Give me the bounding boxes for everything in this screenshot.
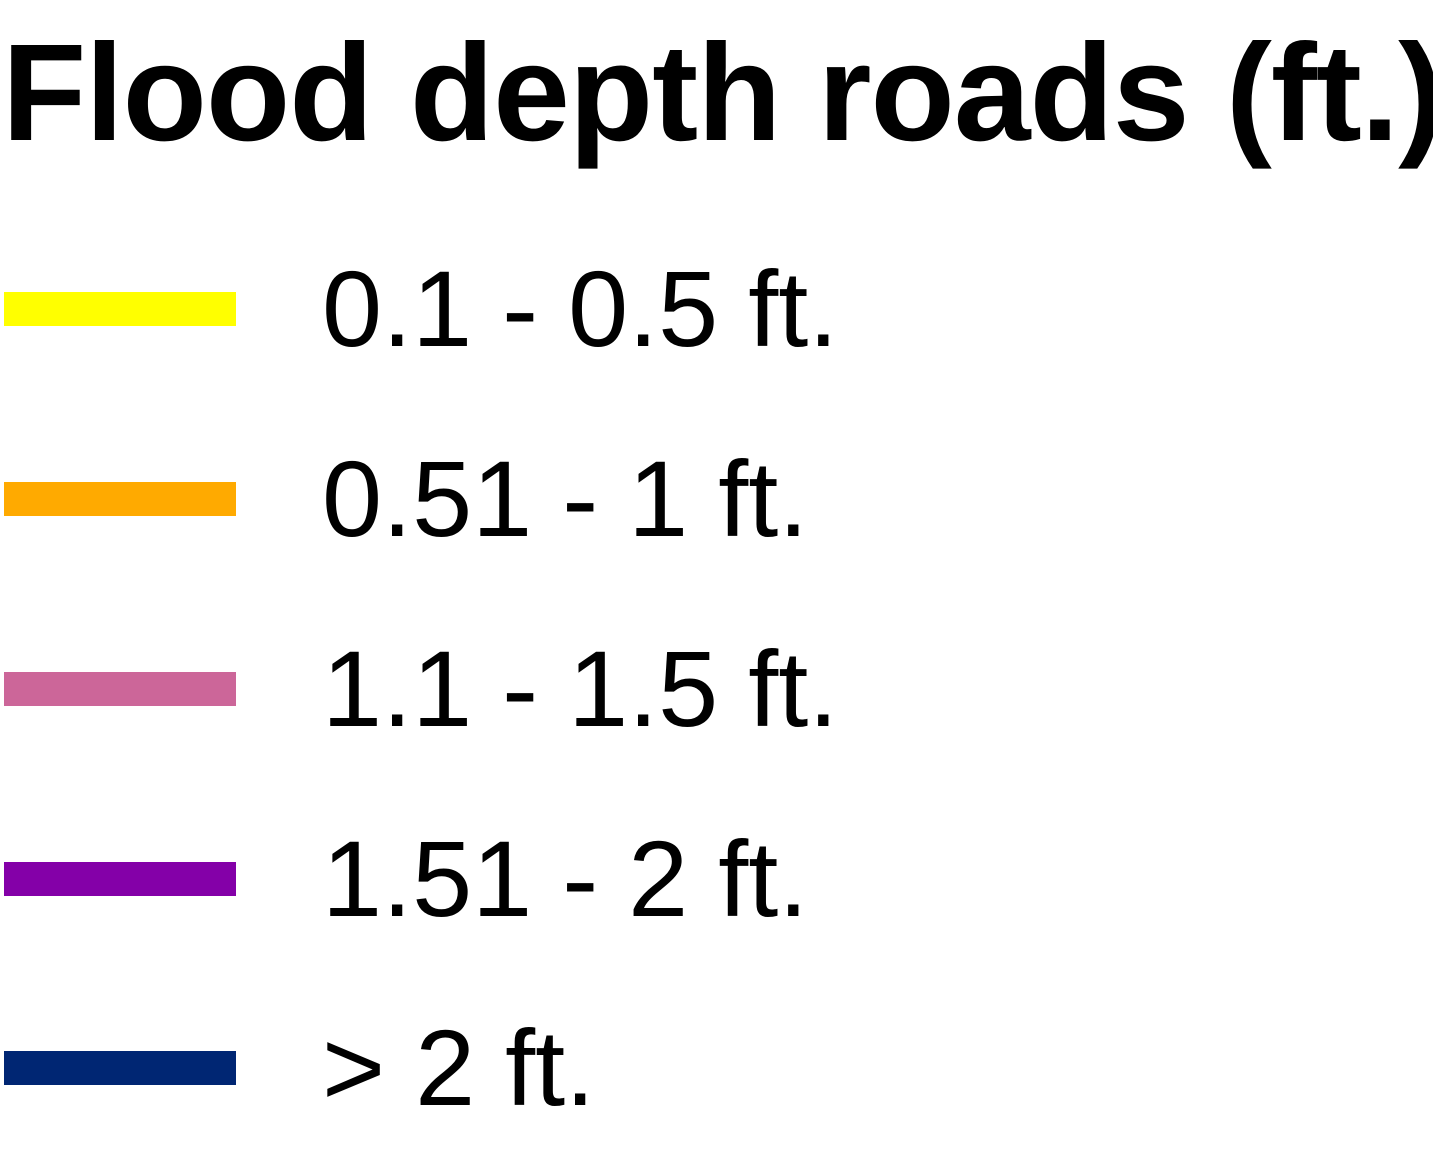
legend-item-0-51-to-1-ft: 0.51 - 1 ft. xyxy=(0,444,1000,554)
legend-swatch-orange xyxy=(4,482,236,516)
legend-swatch-navy xyxy=(4,1051,236,1085)
legend-item-1-51-to-2-ft: 1.51 - 2 ft. xyxy=(0,824,1000,934)
legend-label: 1.1 - 1.5 ft. xyxy=(322,628,839,749)
legend-label: 1.51 - 2 ft. xyxy=(322,818,809,939)
legend-label: > 2 ft. xyxy=(322,1007,596,1128)
legend-item-0-1-to-0-5-ft: 0.1 - 0.5 ft. xyxy=(0,254,1000,364)
legend-item-1-1-to-1-5-ft: 1.1 - 1.5 ft. xyxy=(0,634,1000,744)
legend-swatch-pink xyxy=(4,672,236,706)
legend-swatch-purple xyxy=(4,862,236,896)
legend-item-over-2-ft: > 2 ft. xyxy=(0,1013,1000,1123)
legend-label: 0.51 - 1 ft. xyxy=(322,438,809,559)
legend-title: Flood depth roads (ft.) xyxy=(2,16,1433,170)
legend-swatch-yellow xyxy=(4,292,236,326)
legend-label: 0.1 - 0.5 ft. xyxy=(322,248,839,369)
